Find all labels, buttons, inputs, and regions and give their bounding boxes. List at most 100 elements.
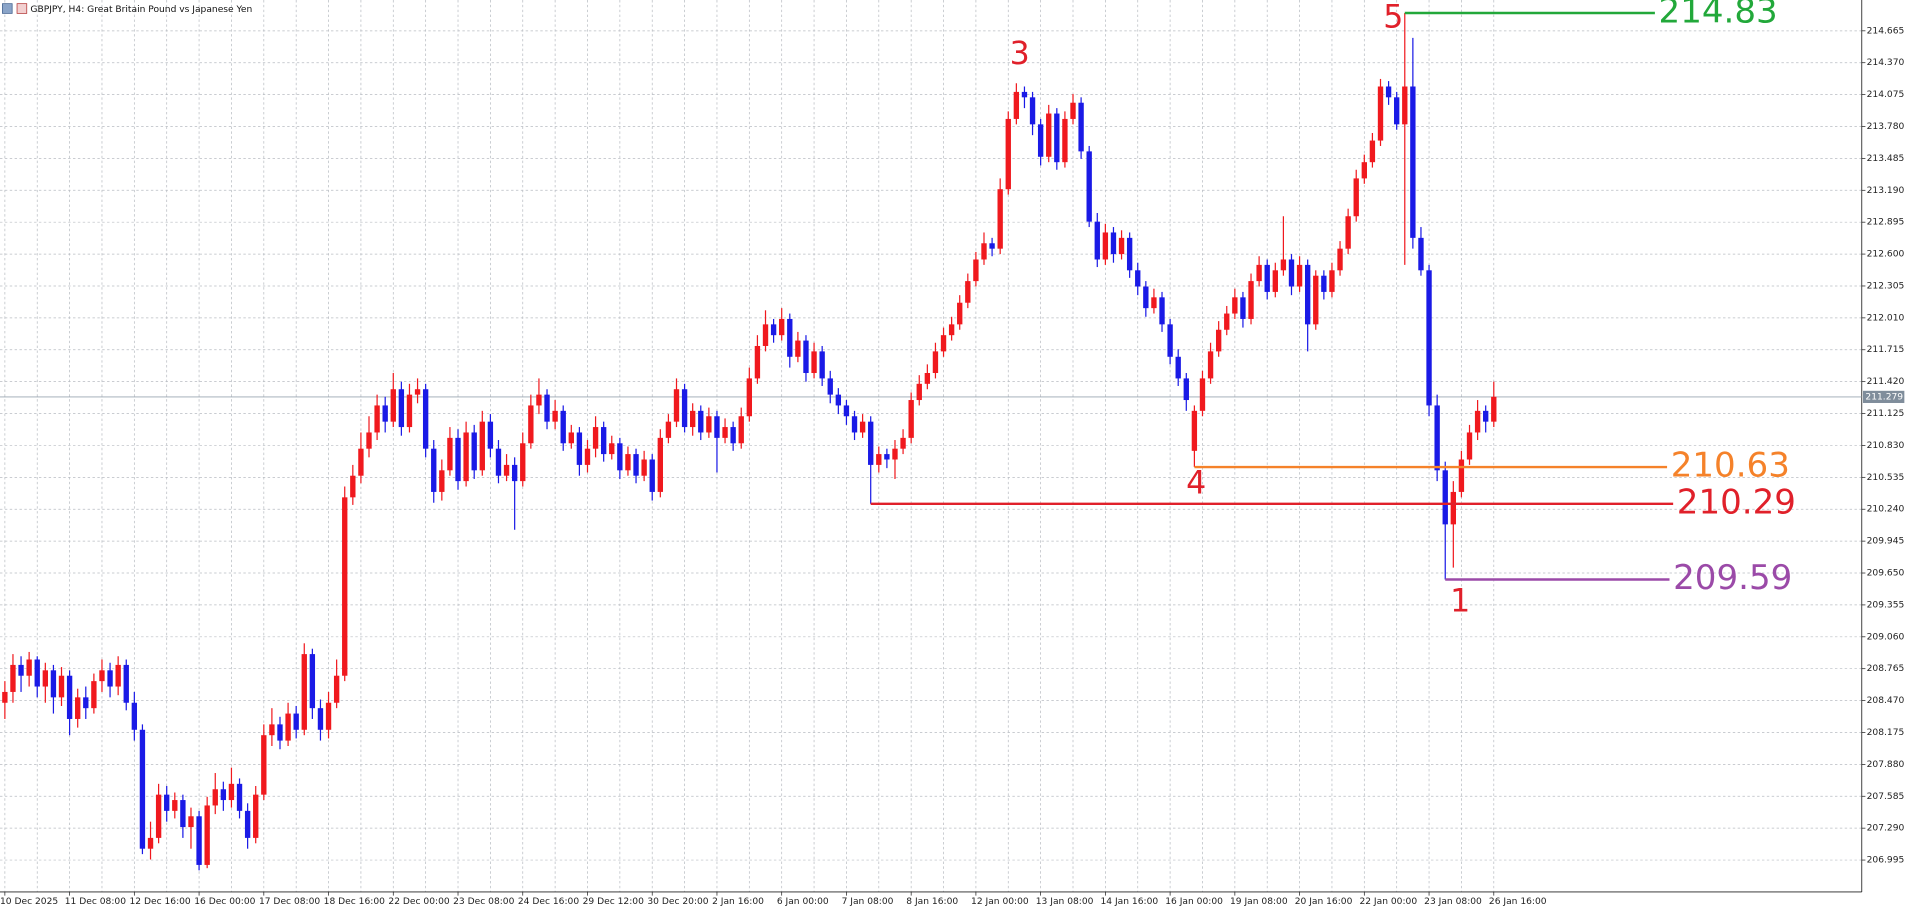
candle-body (681, 389, 688, 428)
y-tick-label: 207.290 (1867, 824, 1905, 834)
candle-body (107, 670, 113, 687)
candle-body (18, 664, 24, 676)
candle-body (164, 794, 170, 811)
candle-body (665, 421, 672, 438)
candle-body (228, 783, 235, 801)
candle-body (544, 394, 550, 422)
candle-body (374, 405, 380, 433)
y-tick-label: 210.830 (1867, 441, 1905, 451)
candle-body (1272, 270, 1278, 292)
candle-body (1248, 281, 1254, 319)
candle-body (325, 702, 332, 730)
candle-body (1207, 351, 1214, 379)
wave-label: 3 (1010, 36, 1030, 72)
x-tick-label: 23 Dec 08:00 (453, 897, 514, 907)
x-tick-label: 13 Jan 08:00 (1036, 897, 1094, 907)
y-tick-label: 214.370 (1867, 58, 1905, 68)
candle-body (333, 675, 340, 703)
candle-body (536, 394, 542, 406)
x-tick-label: 6 Jan 00:00 (777, 897, 829, 907)
candle-body (1369, 140, 1376, 163)
candle-body (253, 794, 259, 838)
candle-body (843, 405, 850, 417)
candle-body (811, 351, 817, 374)
candle-body (568, 432, 574, 444)
candle-body (940, 335, 947, 352)
candle-body (779, 318, 785, 336)
candle-body (422, 389, 429, 449)
candle-body (1256, 264, 1262, 282)
candle-body (1054, 113, 1060, 163)
candle-body (2, 691, 8, 703)
candle-body (746, 378, 753, 417)
y-tick-label: 214.075 (1867, 90, 1905, 100)
candle-body (50, 670, 57, 698)
x-tick-label: 22 Jan 00:00 (1359, 897, 1417, 907)
x-tick-label: 23 Jan 08:00 (1424, 897, 1482, 907)
candle-body (649, 459, 655, 492)
candle-body (617, 443, 623, 471)
x-tick-label: 12 Dec 16:00 (129, 897, 190, 907)
candle-body (1450, 491, 1457, 525)
candle-body (1264, 264, 1270, 292)
candle-body (552, 410, 558, 422)
candle-body (932, 351, 939, 374)
candle-body (34, 659, 40, 687)
candle-body (463, 432, 469, 482)
candle-body (220, 789, 227, 801)
candle-body (908, 400, 914, 438)
candle-body (293, 713, 299, 730)
candle-body (1418, 237, 1424, 271)
candle-body (1304, 264, 1311, 325)
candle-body (511, 464, 518, 482)
y-tick-label: 210.535 (1867, 473, 1905, 483)
candle-body (1337, 248, 1343, 271)
candle-body (892, 448, 898, 460)
candle-body (58, 675, 65, 698)
x-tick-label: 12 Jan 00:00 (971, 897, 1029, 907)
candle-body (1426, 270, 1432, 406)
candle-body (916, 383, 922, 401)
candle-body (382, 405, 388, 422)
candle-body (439, 470, 445, 492)
candle-body (803, 340, 809, 374)
candle-body (269, 724, 275, 736)
candle-body (876, 454, 882, 465)
candle-body (1483, 410, 1489, 422)
candle-body (1321, 275, 1327, 292)
candle-body (285, 713, 291, 741)
candle-body (795, 340, 801, 357)
x-tick-label: 14 Jan 16:00 (1101, 897, 1159, 907)
candle-body (1353, 178, 1359, 217)
level-label: 210.63 (1671, 446, 1790, 486)
candle-body (819, 351, 825, 379)
level-label: 210.29 (1677, 482, 1796, 522)
y-tick-label: 212.895 (1867, 218, 1905, 228)
candle-body (1458, 459, 1465, 492)
chart-icon (16, 3, 28, 14)
candle-body (698, 410, 704, 433)
candle-body (26, 659, 32, 676)
candle-body (633, 454, 639, 476)
candle-body (317, 708, 324, 730)
candle-body (827, 378, 833, 395)
candle-body (406, 394, 413, 428)
candle-body (859, 421, 866, 433)
candle-body (560, 410, 566, 444)
candle-body (244, 810, 251, 838)
candle-body (835, 394, 842, 406)
candle-body (1175, 356, 1181, 379)
candle-body (123, 664, 129, 703)
candle-body (592, 427, 599, 449)
x-tick-label: 20 Jan 16:00 (1295, 897, 1353, 907)
candle-body (973, 259, 979, 282)
candles (2, 12, 1497, 871)
y-tick-label: 212.600 (1867, 250, 1905, 260)
candle-body (730, 427, 736, 444)
candle-body (1296, 264, 1303, 287)
candle-body (965, 281, 971, 303)
candle-body (139, 729, 146, 849)
